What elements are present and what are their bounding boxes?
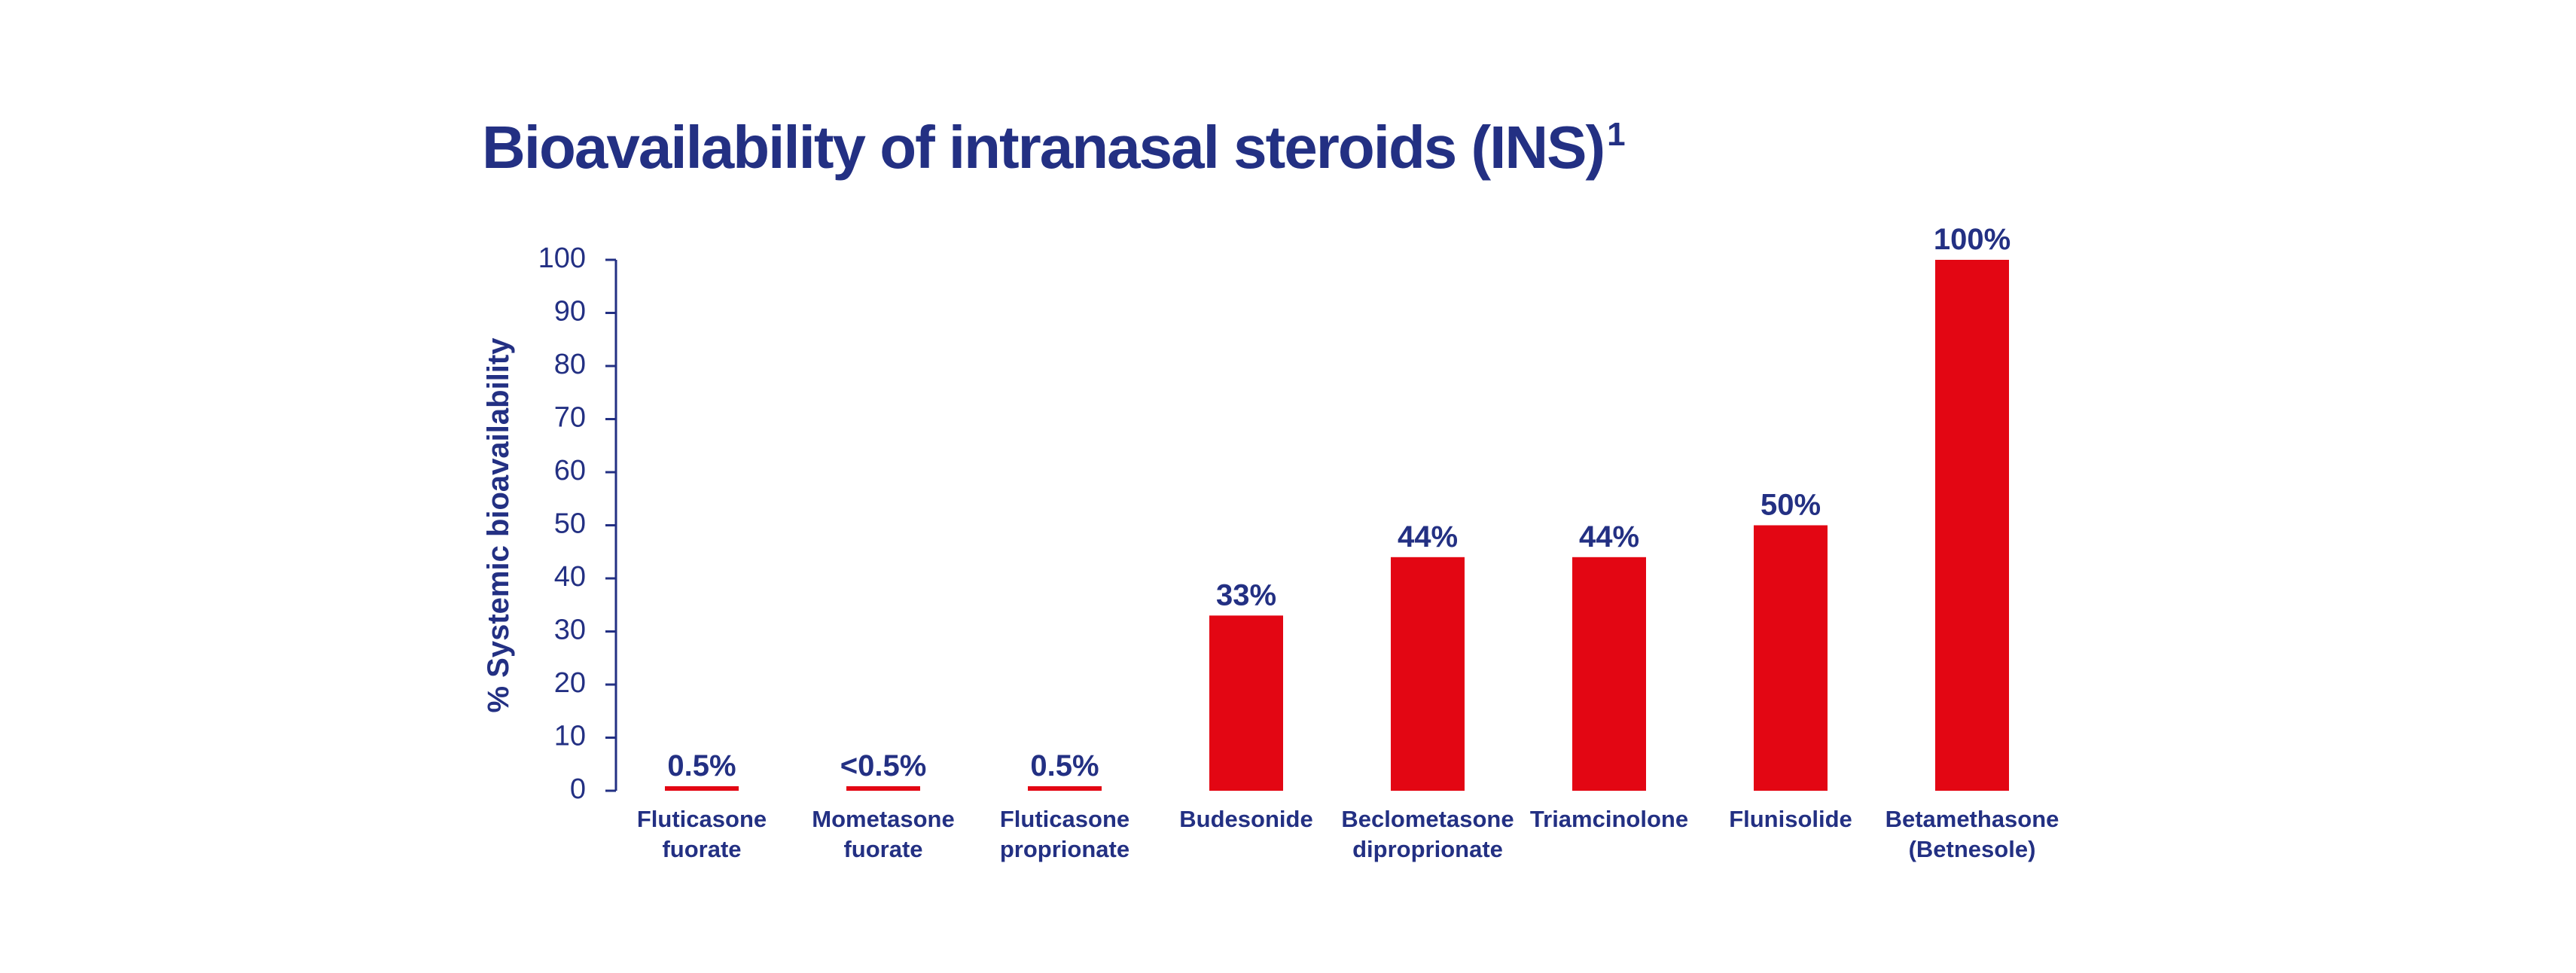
bar bbox=[1935, 260, 2009, 791]
category-label-line: fuorate bbox=[662, 836, 741, 862]
category-label-line: proprionate bbox=[1000, 836, 1129, 862]
category-label-line: fuorate bbox=[843, 836, 922, 862]
data-label: 33% bbox=[1216, 578, 1276, 612]
y-tick-label: 60 bbox=[554, 455, 586, 486]
category-label-line: Fluticasone bbox=[637, 806, 767, 832]
y-tick-label: 40 bbox=[554, 561, 586, 593]
category-label-line: (Betnesole) bbox=[1909, 836, 2036, 862]
category-label-line: Budesonide bbox=[1179, 806, 1312, 832]
category-label-line: Beclometasone bbox=[1341, 806, 1514, 832]
title-footnote-marker: 1 bbox=[1607, 116, 1626, 153]
category-label: Budesonide bbox=[1179, 806, 1312, 832]
bar bbox=[1028, 786, 1102, 791]
data-label: 100% bbox=[1934, 223, 2010, 256]
category-label-line: diproprionate bbox=[1352, 836, 1503, 862]
y-tick-label: 30 bbox=[554, 615, 586, 646]
y-tick-label: 80 bbox=[554, 349, 586, 380]
category-label: Fluticasone fuorate bbox=[637, 806, 767, 862]
chart-title-text: Bioavailability of intranasal steroids (… bbox=[482, 114, 1605, 181]
bar bbox=[665, 786, 739, 791]
category-label-line: Flunisolide bbox=[1729, 806, 1852, 832]
category-label-line: Triamcinolone bbox=[1530, 806, 1688, 832]
bar bbox=[846, 786, 920, 791]
y-tick-label: 90 bbox=[554, 296, 586, 328]
category-label-line: Mometasone bbox=[812, 806, 954, 832]
category-label: Mometasone fuorate bbox=[812, 806, 954, 862]
data-label: 44% bbox=[1398, 520, 1458, 554]
bar bbox=[1572, 557, 1646, 791]
data-label: 50% bbox=[1761, 489, 1821, 522]
data-label: <0.5% bbox=[840, 749, 927, 782]
y-tick-label: 0 bbox=[570, 773, 586, 805]
y-tick-label: 50 bbox=[554, 508, 586, 540]
y-axis-label: % Systemic bioavailability bbox=[482, 337, 515, 713]
y-tick-label: 10 bbox=[554, 721, 586, 752]
category-label-line: Fluticasone bbox=[1000, 806, 1129, 832]
category-label: Beclometasone diproprionate bbox=[1341, 806, 1514, 862]
y-tick-label: 20 bbox=[554, 667, 586, 699]
data-label: 0.5% bbox=[667, 749, 736, 782]
category-label: Flunisolide bbox=[1729, 806, 1852, 832]
chart-title: Bioavailability of intranasal steroids (… bbox=[482, 113, 1626, 182]
data-label: 0.5% bbox=[1030, 749, 1099, 782]
y-tick-label: 70 bbox=[554, 402, 586, 434]
category-label-line: Betamethasone bbox=[1886, 806, 2059, 832]
y-tick-label: 100 bbox=[538, 242, 586, 274]
data-label: 44% bbox=[1579, 520, 1639, 554]
bar bbox=[1754, 525, 1828, 791]
bar bbox=[1209, 615, 1283, 791]
bar bbox=[1391, 557, 1465, 791]
category-label: Betamethasone (Betnesole) bbox=[1886, 806, 2059, 862]
category-label: Triamcinolone bbox=[1530, 806, 1688, 832]
category-label: Fluticasone proprionate bbox=[1000, 806, 1129, 862]
